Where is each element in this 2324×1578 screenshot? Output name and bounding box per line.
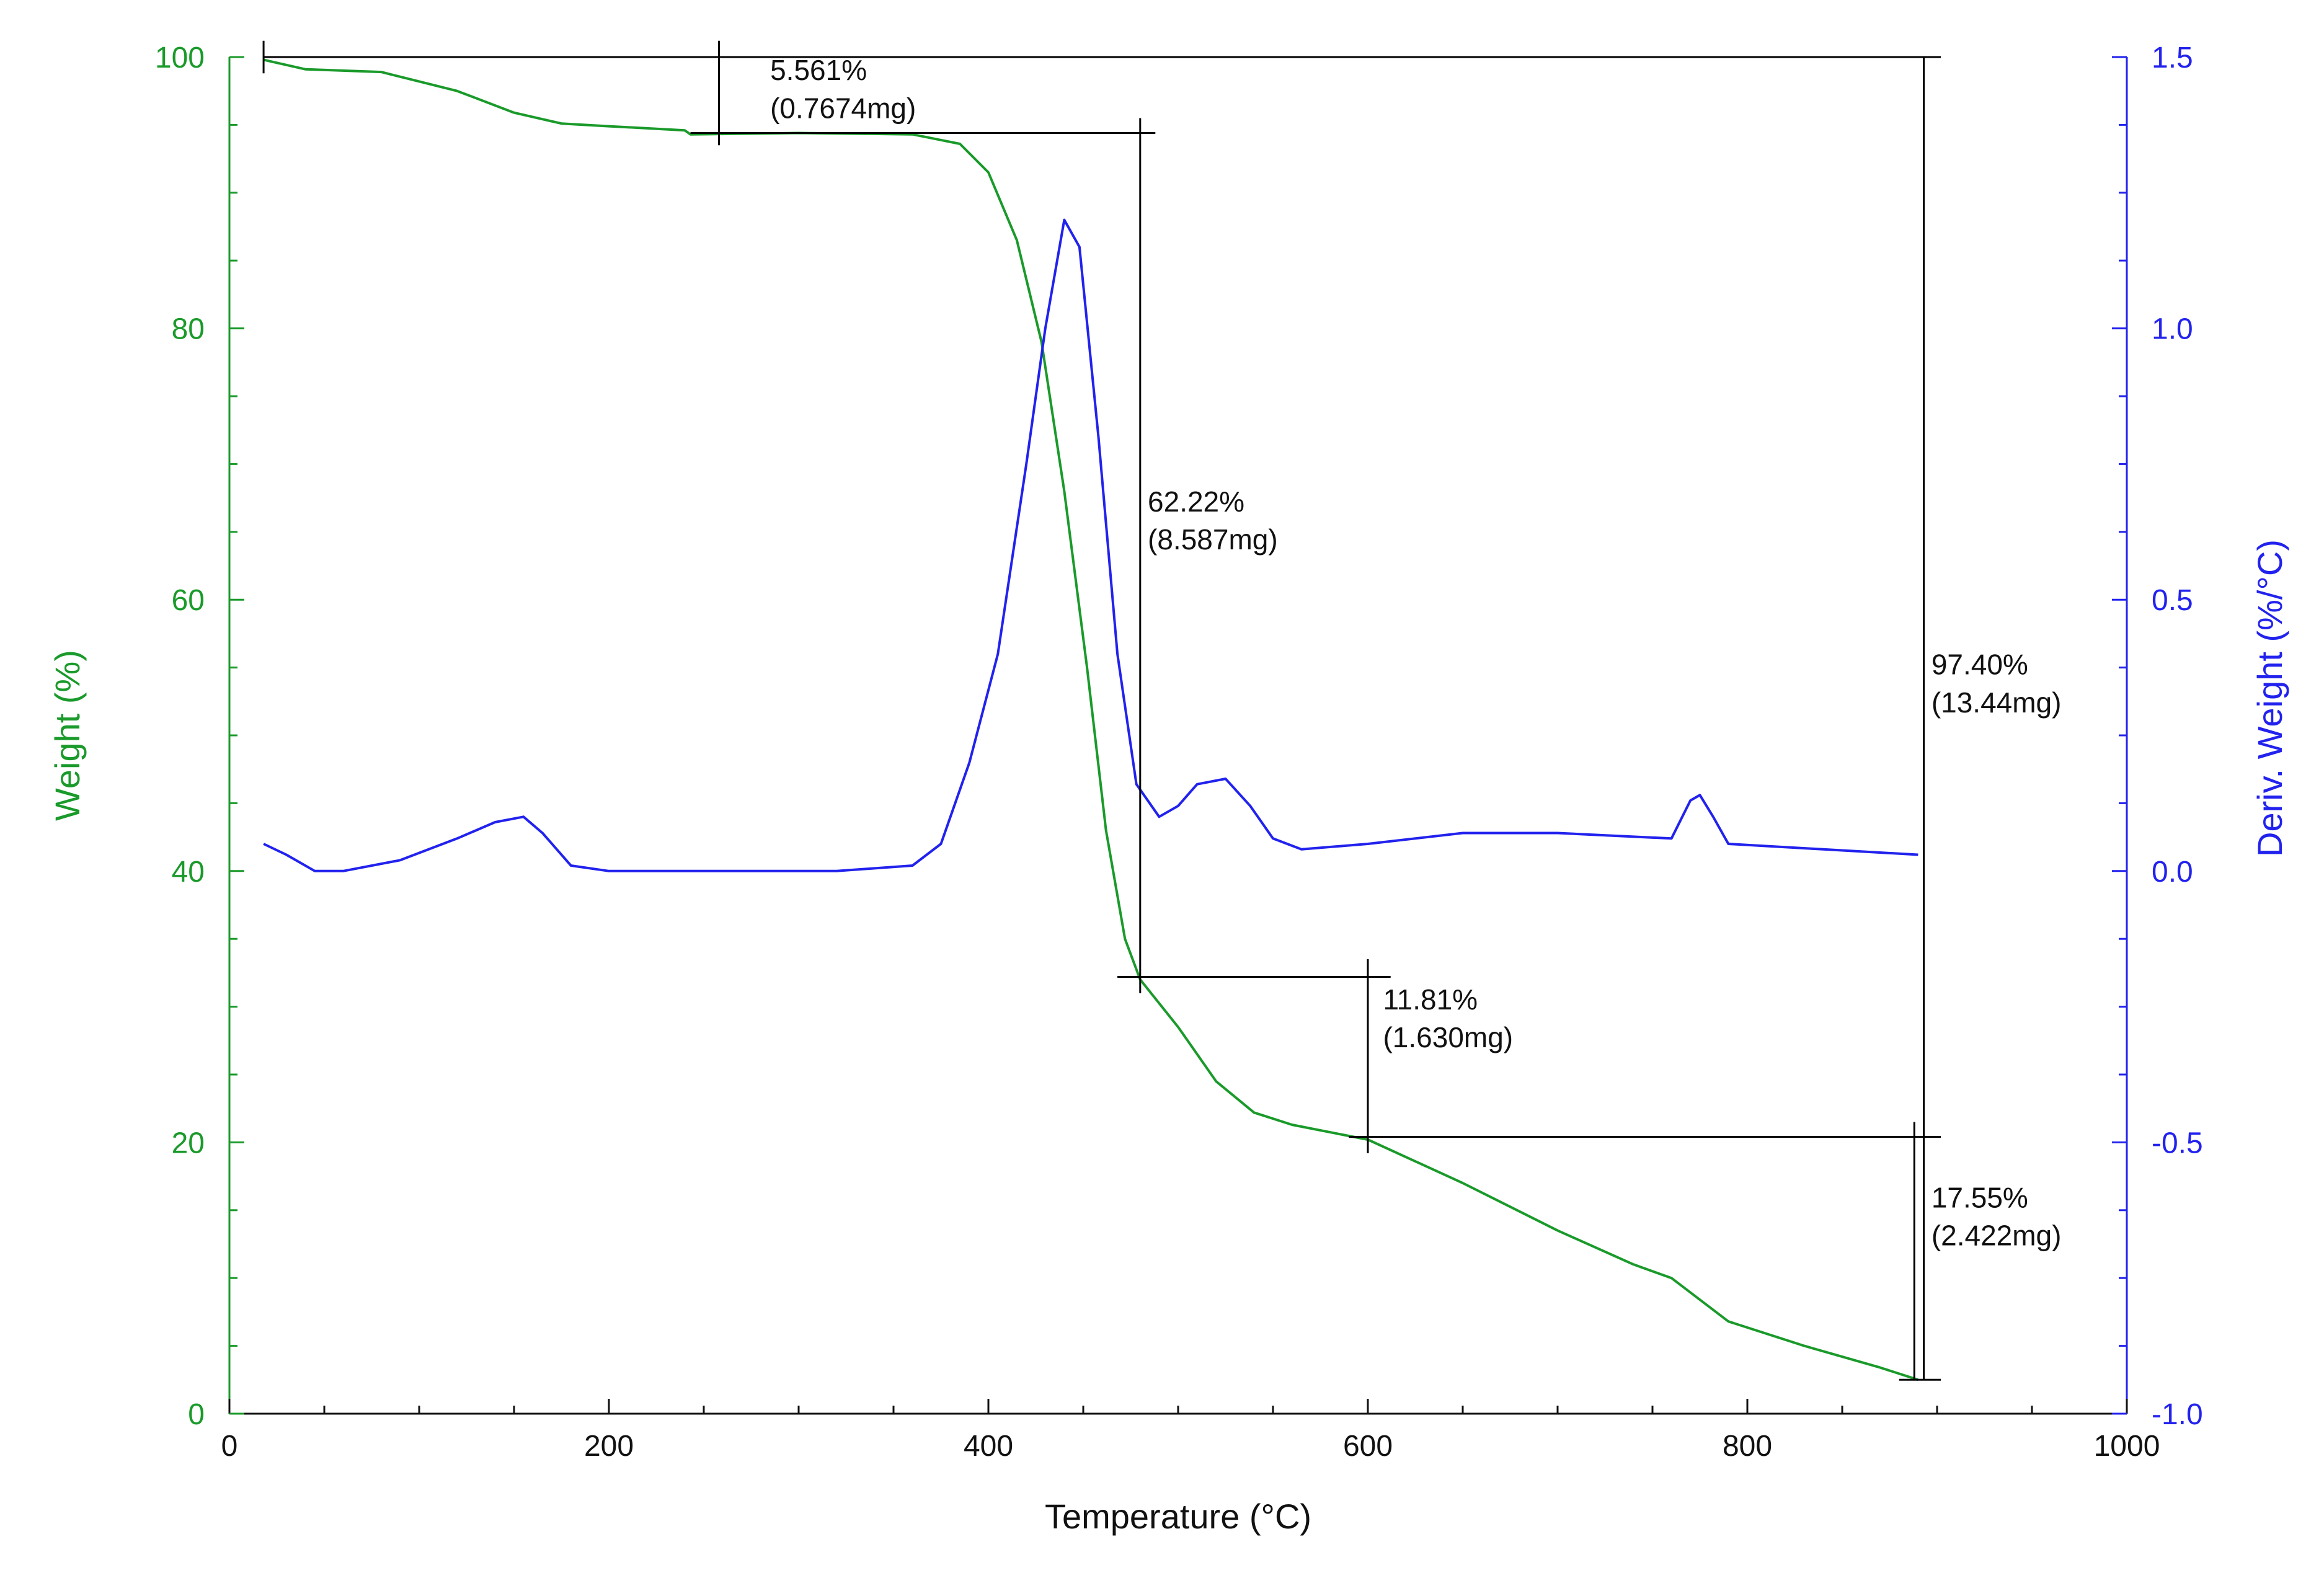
annotation-1630-mg: (1.630mg) — [1383, 1021, 1513, 1053]
y-right-tick-label: -1.0 — [2152, 1398, 2203, 1431]
y-left-tick-label: 60 — [172, 584, 205, 617]
y-right-tick-label: 0.0 — [2152, 856, 2193, 889]
annotation-lines — [262, 40, 1941, 1381]
y-left-axis-title: Weight (%) — [48, 650, 87, 821]
y-right-tick-label: 0.5 — [2152, 584, 2193, 617]
annotation-0767-mg: (0.7674mg) — [770, 92, 916, 124]
x-tick-label: 400 — [964, 1430, 1013, 1463]
x-tick-label: 200 — [584, 1430, 634, 1463]
annotation-1755-percent: 17.55% — [1931, 1181, 2028, 1213]
y-left-tick-label: 0 — [188, 1398, 205, 1431]
annotation-6222-percent: 62.22% — [1148, 485, 1244, 518]
annotation-1181-percent: 11.81% — [1383, 983, 1478, 1016]
x-tick-label: 0 — [221, 1430, 238, 1463]
annotation-8587-mg: (8.587mg) — [1148, 523, 1278, 556]
y-left-tick-label: 40 — [172, 856, 205, 889]
x-axis-title: Temperature (°C) — [1045, 1497, 1311, 1536]
y-right-tick-label: 1.5 — [2152, 42, 2193, 74]
series-group — [263, 58, 1919, 1381]
y-right-axis-title: Deriv. Weight (%/°C) — [2250, 539, 2289, 857]
annotation-2422-mg: (2.422mg) — [1931, 1220, 2062, 1252]
y-left-tick-label: 100 — [155, 42, 205, 74]
axes — [228, 57, 2128, 1415]
x-tick-label: 1000 — [2094, 1430, 2160, 1463]
annotation-1344-mg: (13.44mg) — [1931, 686, 2062, 719]
x-tick-label: 600 — [1343, 1430, 1393, 1463]
y-right-tick-label: 1.0 — [2152, 313, 2193, 346]
deriv-weight-curve — [263, 218, 1918, 872]
weight-curve — [263, 58, 1919, 1381]
x-tick-label: 800 — [1723, 1430, 1772, 1463]
ticks: 0 200 400 600 800 1000 0 20 40 60 80 100 -1.0 -0.5 0.0… — [155, 42, 2203, 1463]
annotation-5561-percent: 5.561% — [770, 54, 867, 86]
y-right-tick-label: -0.5 — [2152, 1127, 2203, 1159]
y-left-tick-label: 20 — [172, 1127, 205, 1159]
y-left-tick-label: 80 — [172, 313, 205, 346]
annotation-9740-percent: 97.40% — [1931, 649, 2028, 681]
annotation-labels: 5.561% (0.7674mg) 62.22% (8.587mg) 11.81… — [770, 54, 2061, 1251]
